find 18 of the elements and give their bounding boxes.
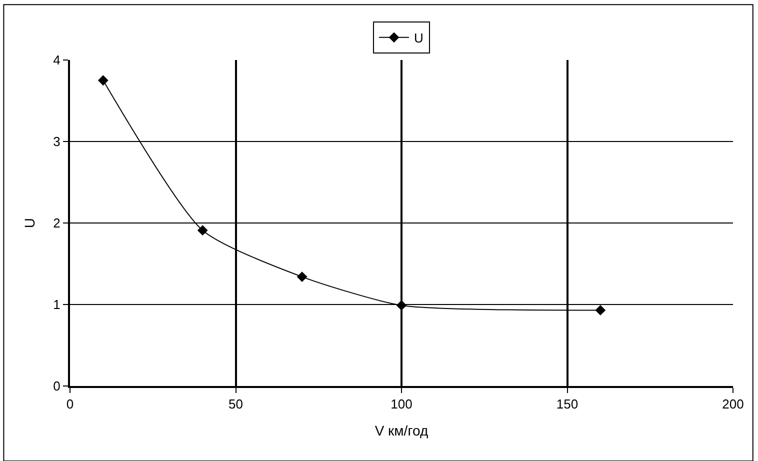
x-tick-label: 200: [722, 396, 744, 412]
x-tick-label: 0: [66, 396, 74, 412]
y-tick-label: 3: [53, 134, 60, 150]
point: [197, 225, 208, 236]
y-tick-label: 4: [53, 52, 60, 68]
x-tick-label: 150: [556, 396, 578, 412]
point: [595, 305, 606, 316]
point: [296, 272, 308, 282]
y-tick-label: 2: [53, 216, 60, 231]
x-tick-label: 100: [390, 396, 412, 412]
y-axis-title: U: [21, 218, 38, 228]
y-tick-label: 1: [53, 297, 60, 312]
point: [396, 300, 407, 311]
x-tick-label: 50: [228, 396, 243, 412]
point: [98, 75, 108, 86]
x-axis-title: V км/год: [374, 422, 428, 438]
legend-label: U: [414, 30, 424, 46]
y-tick-label: 0: [53, 378, 60, 394]
